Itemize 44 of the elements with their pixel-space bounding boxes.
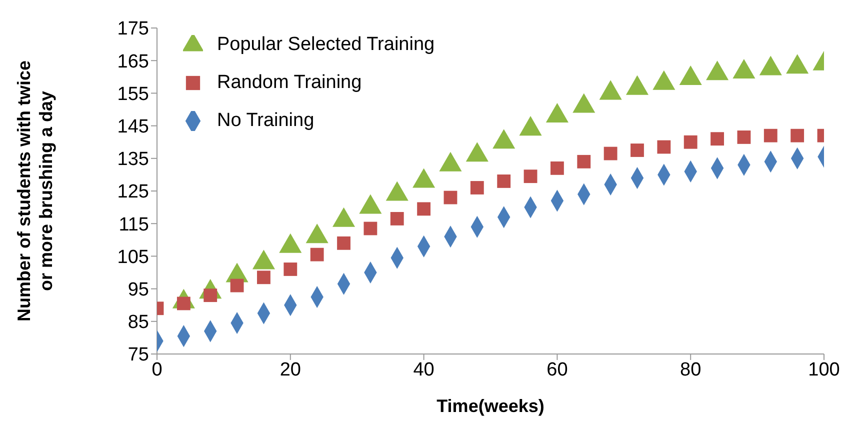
point [417, 202, 431, 216]
y-tick-label: 155 [117, 84, 149, 105]
point [364, 222, 378, 236]
y-tick-label: 135 [117, 149, 149, 170]
point [710, 132, 724, 146]
x-tick-label: 40 [413, 359, 434, 380]
legend-label: No Training [217, 110, 314, 132]
point [524, 170, 538, 184]
point [310, 248, 324, 262]
point [390, 212, 404, 226]
point [257, 270, 270, 284]
x-tick-label: 20 [280, 359, 301, 380]
x-tick-label: 80 [680, 359, 702, 380]
y-tick-label: 165 [117, 51, 149, 72]
x-tick-label: 100 [808, 359, 840, 380]
legend-label: Random Training [217, 72, 362, 94]
y-axis-title: Number of students with twice or more brushing a day [14, 60, 56, 322]
point [444, 190, 458, 204]
y-tick-label: 75 [128, 344, 149, 366]
y-tick-label: 145 [117, 116, 149, 138]
x-axis-title: Time(weeks) [436, 396, 544, 416]
x-tick-label: 0 [152, 359, 162, 380]
y-tick-label: 125 [117, 182, 149, 203]
legend-label: Popular Selected Training [217, 34, 435, 56]
y-tick-label: 105 [117, 246, 149, 268]
point [764, 128, 778, 142]
y-tick-label: 85 [128, 312, 149, 334]
point [577, 154, 591, 168]
point [497, 174, 511, 188]
point [684, 135, 698, 149]
point [604, 146, 618, 160]
point [630, 144, 644, 157]
y-tick-label: 115 [118, 214, 149, 236]
point [550, 161, 564, 175]
y-tick-label: 95 [128, 280, 149, 301]
point [230, 278, 244, 292]
point [337, 236, 350, 250]
point [737, 130, 751, 144]
point [657, 140, 671, 154]
point [470, 181, 484, 194]
point [284, 262, 298, 276]
point [790, 128, 804, 142]
x-tick-label: 60 [546, 359, 568, 380]
y-tick-label: 175 [117, 18, 149, 40]
